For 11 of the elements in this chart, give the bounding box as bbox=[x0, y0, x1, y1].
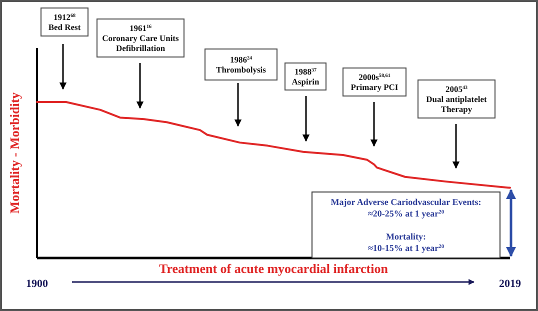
annotation: 2005$^{43}$ Dual antiplatelet Therapy bbox=[426, 84, 488, 114]
text: 1912$^{68}$ Bed Rest bbox=[48, 12, 81, 32]
text: 1961$^{16}$ Coronary Care Units Defibrillation bbox=[102, 23, 180, 53]
y-axis-title: Mortality - Morbidity bbox=[7, 92, 22, 214]
x-axis-title: Treatment of acute myocardial infarction bbox=[159, 261, 389, 276]
text: 1988$^{37}$ Aspirin bbox=[292, 66, 320, 86]
text: 2000s$^{58,61}$ Primary PCI bbox=[350, 72, 399, 92]
x-tick-label: 2019 bbox=[499, 278, 522, 290]
x-tick-label: 1900 bbox=[26, 278, 48, 290]
text: Major Adverse Cariodvascular Events: ≈20-25% at 1 year$^{20}$ Mortality: ≈10-15% at 1 year$^{20}$ bbox=[330, 197, 482, 253]
text: 1986$^{24}$ Thrombolysis bbox=[216, 54, 267, 74]
